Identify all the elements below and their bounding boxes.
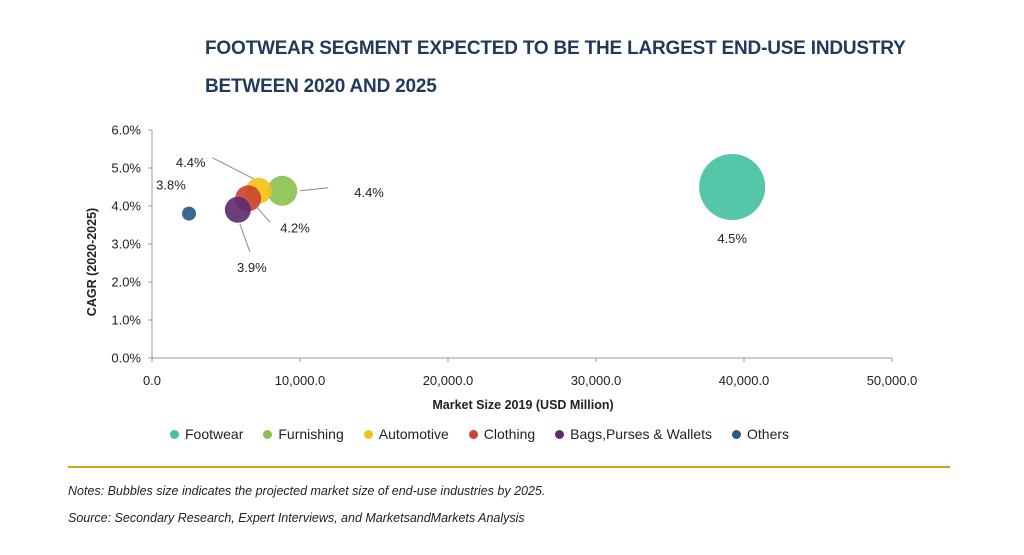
bubble-chart: 0.0% 1.0% 2.0% 3.0% 4.0% 5.0% 6.0% 0.0 10,000.0 2… <box>85 123 917 413</box>
legend-label: Clothing <box>483 426 536 442</box>
data-label-automotive: 4.4% <box>176 155 206 170</box>
x-tick-label: 10,000.0 <box>275 373 326 388</box>
legend-label: Footwear <box>185 426 244 442</box>
x-axis-label: Market Size 2019 (USD Million) <box>432 398 613 412</box>
legend-marker <box>555 429 565 439</box>
x-tick-label: 40,000.0 <box>719 373 770 388</box>
legend-marker <box>263 429 273 439</box>
y-tick-label: 1.0% <box>111 313 141 328</box>
legend-item: Automotive <box>363 426 449 442</box>
legend-item: Furnishing <box>263 426 344 442</box>
x-tick-label: 0.0 <box>143 373 161 388</box>
y-tick-label: 2.0% <box>111 275 141 290</box>
bubble-furnishing <box>267 175 298 206</box>
y-tick-label: 6.0% <box>111 123 141 138</box>
note-source: Source: Secondary Research, Expert Inter… <box>68 511 525 525</box>
data-label-clothing: 4.2% <box>280 220 310 235</box>
bubble-others <box>182 206 196 221</box>
chart-title-line-2: BETWEEN 2020 AND 2025 <box>205 76 437 97</box>
legend-marker <box>732 429 742 439</box>
legend-marker <box>170 429 179 439</box>
leader-line <box>239 223 251 252</box>
y-tick-label: 3.0% <box>111 237 141 252</box>
data-label-furnishing: 4.4% <box>354 185 384 200</box>
legend-item: Clothing <box>468 426 536 442</box>
y-axis-label: CAGR (2020-2025) <box>85 208 99 316</box>
chart-title-line-1: FOOTWEAR SEGMENT EXPECTED TO BE THE LARG… <box>205 38 906 59</box>
x-tick-label: 50,000.0 <box>867 373 918 388</box>
divider-line <box>68 466 950 468</box>
bubble-footwear <box>699 154 766 220</box>
chart-leader-lines <box>212 157 329 252</box>
data-label-bags-purses-wallets: 3.9% <box>237 260 267 275</box>
leader-line <box>255 206 271 223</box>
legend-item: Bags,Purses & Wallets <box>555 426 712 442</box>
bubble-bags-purses-wallets <box>224 196 251 223</box>
legend-label: Furnishing <box>278 426 344 442</box>
chart-bubbles <box>182 154 766 223</box>
legend-label: Automotive <box>378 426 449 442</box>
chart-axes: 0.0% 1.0% 2.0% 3.0% 4.0% 5.0% 6.0% 0.0 10,000.0 2… <box>111 123 917 389</box>
legend-label: Bags,Purses & Wallets <box>570 426 713 442</box>
leader-line <box>212 157 254 180</box>
x-tick-label: 30,000.0 <box>571 373 622 388</box>
note-bubble-size: Notes: Bubbles size indicates the projec… <box>68 484 546 498</box>
legend-item: Footwear <box>170 426 243 442</box>
leader-line <box>300 187 329 192</box>
chart-data-labels: 4.5% 4.4% 4.4% 4.2% 3.9% 3.8% <box>156 155 747 275</box>
legend-marker <box>468 429 478 439</box>
x-tick-label: 20,000.0 <box>423 373 474 388</box>
chart-title: FOOTWEAR SEGMENT EXPECTED TO BE THE LARG… <box>205 30 965 106</box>
legend-item: Others <box>732 426 789 442</box>
y-tick-label: 4.0% <box>111 199 141 214</box>
legend-label: Others <box>747 426 790 442</box>
y-tick-label: 5.0% <box>111 161 141 176</box>
y-tick-label: 0.0% <box>111 351 141 366</box>
data-label-others: 3.8% <box>156 178 186 193</box>
legend-marker <box>363 429 373 439</box>
data-label-footwear: 4.5% <box>717 231 747 246</box>
chart-legend: Footwear Furnishing Automotive Clothing Bags… <box>170 424 809 444</box>
